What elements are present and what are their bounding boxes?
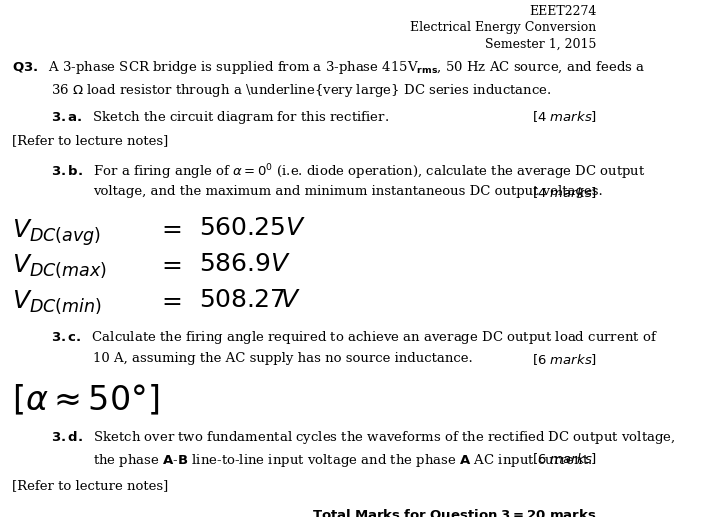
Text: 36 $\Omega$ load resistor through a \underline{very large} DC series inductance.: 36 $\Omega$ load resistor through a \und… [51,82,552,99]
Text: $\mathit{[4\ marks]}$: $\mathit{[4\ marks]}$ [531,186,597,200]
Text: $\left[\alpha \approx 50°\right]$: $\left[\alpha \approx 50°\right]$ [12,384,159,418]
Text: $V_{DC(min)}$: $V_{DC(min)}$ [12,288,102,316]
Text: $\mathit{[4\ marks]}$: $\mathit{[4\ marks]}$ [531,109,597,124]
Text: $\mathbf{Q3.}$  A 3-phase SCR bridge is supplied from a 3-phase 415V$_{\mathbf{r: $\mathbf{Q3.}$ A 3-phase SCR bridge is s… [12,59,645,77]
Text: $V_{DC(avg)}$: $V_{DC(avg)}$ [12,217,101,248]
Text: $V_{DC(max)}$: $V_{DC(max)}$ [12,253,107,280]
Text: $\mathit{[6\ marks]}$: $\mathit{[6\ marks]}$ [531,451,597,466]
Text: 10 A, assuming the AC supply has no source inductance.: 10 A, assuming the AC supply has no sour… [93,352,473,364]
Text: $\mathit{[6\ marks]}$: $\mathit{[6\ marks]}$ [531,352,597,367]
Text: $\mathbf{3.c.}$  Calculate the firing angle required to achieve an average DC ou: $\mathbf{3.c.}$ Calculate the firing ang… [51,329,658,346]
Text: the phase $\mathbf{A}$-$\mathbf{B}$ line-to-line input voltage and the phase $\m: the phase $\mathbf{A}$-$\mathbf{B}$ line… [93,451,593,468]
Text: $586.9V$: $586.9V$ [199,253,291,276]
Text: $=$: $=$ [157,217,182,240]
Text: Semester 1, 2015: Semester 1, 2015 [485,38,597,51]
Text: $\mathbf{3.a.}$  Sketch the circuit diagram for this rectifier.: $\mathbf{3.a.}$ Sketch the circuit diagr… [51,109,389,126]
Text: $=$: $=$ [157,288,182,312]
Text: $\mathbf{Total\ Marks\ for\ Question\ 3 = 20\ marks}$: $\mathbf{Total\ Marks\ for\ Question\ 3 … [312,507,597,517]
Text: $508.27V$: $508.27V$ [199,288,302,312]
Text: $\mathbf{3.b.}$  For a firing angle of $\alpha = 0^0$ (i.e. diode operation), ca: $\mathbf{3.b.}$ For a firing angle of $\… [51,162,646,182]
Text: [Refer to lecture notes]: [Refer to lecture notes] [12,479,168,492]
Text: [Refer to lecture notes]: [Refer to lecture notes] [12,134,168,147]
Text: EEET2274: EEET2274 [529,5,597,18]
Text: $\mathbf{3.d.}$  Sketch over two fundamental cycles the waveforms of the rectifi: $\mathbf{3.d.}$ Sketch over two fundamen… [51,429,676,446]
Text: voltage, and the maximum and minimum instantaneous DC output voltages.: voltage, and the maximum and minimum ins… [93,186,603,199]
Text: $560.25V$: $560.25V$ [199,217,306,240]
Text: $=$: $=$ [157,253,182,276]
Text: Electrical Energy Conversion: Electrical Energy Conversion [411,21,597,35]
